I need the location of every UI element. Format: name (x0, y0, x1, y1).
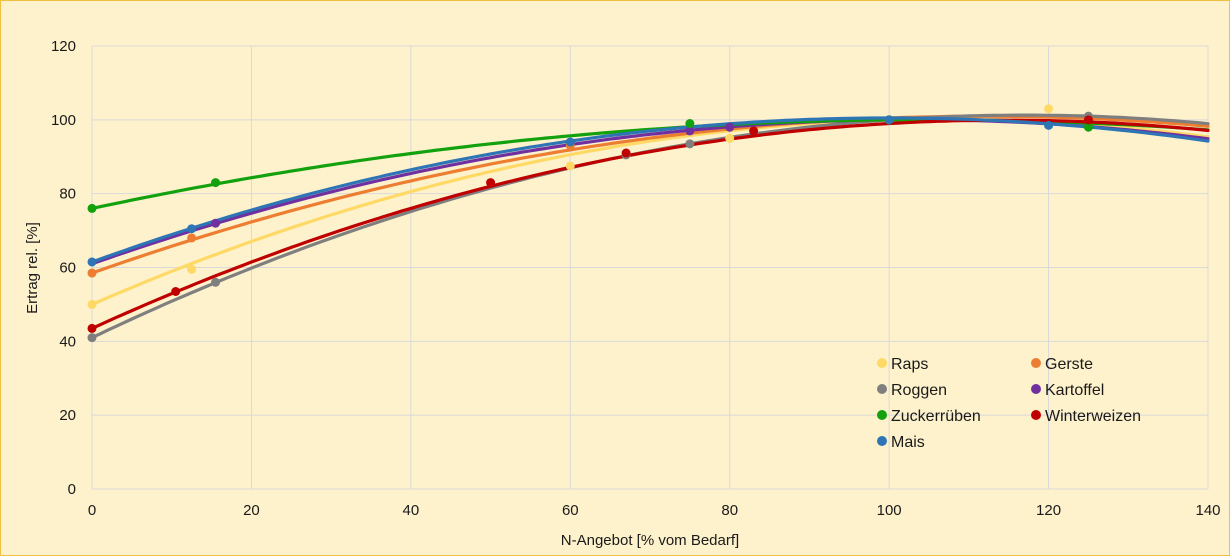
y-tick-label: 100 (51, 112, 76, 129)
point-zuckerrüben (87, 203, 97, 213)
point-mais (884, 115, 894, 125)
point-mais (87, 257, 97, 267)
legend-label-winterweizen: Winterweizen (1045, 408, 1141, 425)
legend-marker-roggen (877, 384, 887, 394)
point-winterweizen (749, 126, 759, 136)
y-tick-label: 40 (59, 333, 76, 350)
trend-curves (90, 113, 1210, 340)
y-axis-ticks: 0 20 40 60 80 100 120 (51, 38, 76, 498)
point-roggen (685, 139, 695, 149)
point-winterweizen (171, 286, 181, 296)
point-roggen (211, 277, 221, 287)
y-tick-label: 60 (59, 260, 76, 277)
point-raps (87, 299, 97, 309)
x-tick-label: 80 (721, 502, 738, 519)
y-tick-label: 20 (59, 407, 76, 424)
y-tick-label: 0 (68, 481, 76, 498)
legend: Raps Gerste Roggen Kartoffel Zuckerrüben Wint… (877, 356, 1141, 451)
legend-marker-gerste (1031, 358, 1041, 368)
point-mais (565, 137, 575, 147)
data-points (87, 104, 1093, 343)
point-winterweizen (87, 323, 97, 333)
x-tick-label: 60 (562, 502, 579, 519)
y-tick-label: 80 (59, 186, 76, 203)
trend-line-winterweizen (90, 118, 1210, 330)
x-tick-label: 120 (1036, 502, 1061, 519)
legend-marker-winterweizen (1031, 410, 1041, 420)
point-gerste (187, 233, 197, 243)
legend-label-roggen: Roggen (891, 382, 947, 399)
point-kartoffel (685, 126, 695, 136)
legend-marker-zuckerrüben (877, 410, 887, 420)
point-raps (565, 161, 575, 171)
point-winterweizen (1083, 115, 1093, 125)
legend-marker-mais (877, 436, 887, 446)
legend-marker-kartoffel (1031, 384, 1041, 394)
x-tick-label: 100 (877, 502, 902, 519)
point-raps (1044, 104, 1054, 114)
legend-label-zuckerrüben: Zuckerrüben (891, 408, 981, 425)
x-tick-label: 20 (243, 502, 260, 519)
trend-line-mais (90, 116, 1210, 264)
x-tick-label: 40 (403, 502, 420, 519)
x-axis-ticks: 0 20 40 60 80 100 120 140 (88, 502, 1221, 519)
point-roggen (87, 333, 97, 343)
point-raps (187, 264, 197, 274)
point-mais (1044, 120, 1054, 130)
point-mais (187, 224, 197, 234)
grid-lines (91, 45, 1209, 490)
y-tick-label: 120 (51, 38, 76, 55)
x-tick-label: 140 (1195, 502, 1220, 519)
x-tick-label: 0 (88, 502, 96, 519)
x-axis-title: N-Angebot [% vom Bedarf] (561, 532, 739, 549)
y-axis-title: Ertrag rel. [%] (24, 222, 41, 314)
point-winterweizen (621, 148, 631, 158)
point-zuckerrüben (685, 119, 695, 129)
legend-marker-raps (877, 358, 887, 368)
point-kartoffel (211, 218, 221, 228)
legend-label-mais: Mais (891, 434, 925, 451)
legend-label-raps: Raps (891, 356, 928, 373)
point-gerste (87, 268, 97, 278)
legend-label-gerste: Gerste (1045, 356, 1093, 373)
point-winterweizen (486, 178, 496, 188)
point-zuckerrüben (211, 178, 221, 188)
trend-line-roggen (90, 113, 1210, 340)
point-zuckerrüben (1083, 122, 1093, 132)
point-raps (725, 133, 735, 143)
point-kartoffel (725, 122, 735, 132)
legend-label-kartoffel: Kartoffel (1045, 382, 1104, 399)
